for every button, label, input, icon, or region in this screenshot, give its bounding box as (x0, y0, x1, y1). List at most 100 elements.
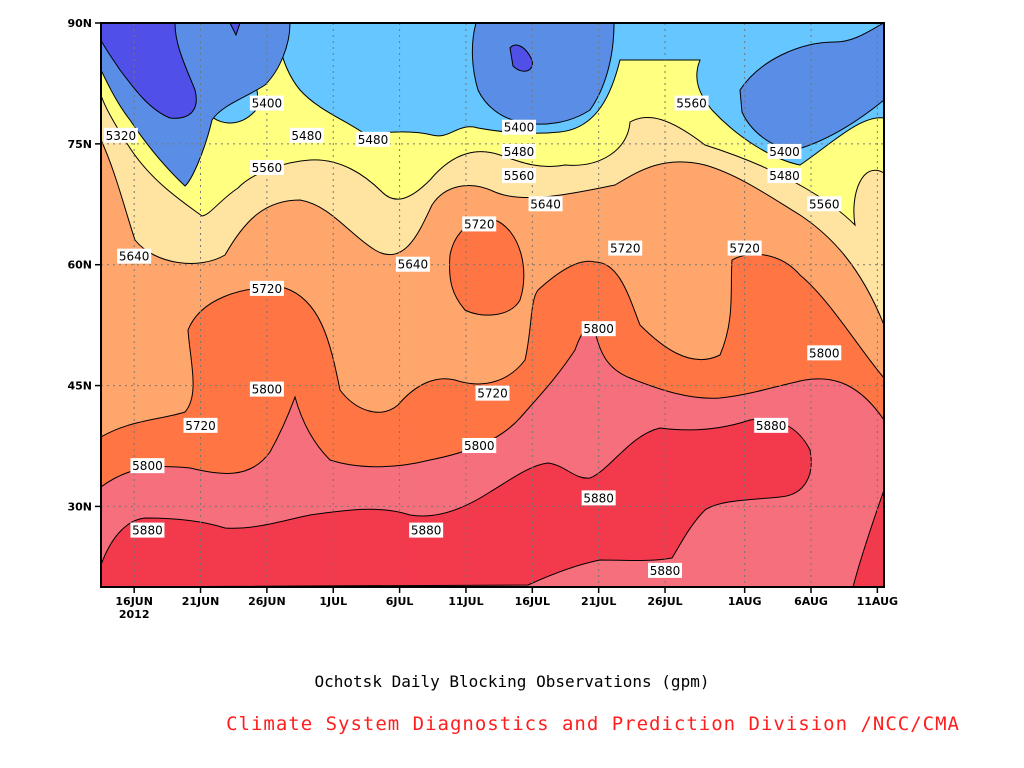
contour-label-box (395, 256, 430, 272)
contour-label-text: 5400 (504, 121, 535, 135)
contour-label: 5720 (183, 417, 218, 433)
contour-label-text: 5480 (291, 129, 322, 143)
contour-label-text: 5800 (809, 346, 840, 360)
x-tick-label: 16JUL (515, 595, 550, 608)
contour-label-text: 5720 (464, 217, 495, 231)
contour-label: 5880 (648, 562, 683, 578)
contour-label: 5720 (462, 216, 497, 232)
contour-label-box (289, 127, 324, 143)
contour-label-box (249, 381, 284, 397)
x-tick-label: 21JUL (581, 595, 616, 608)
contour-label: 5320 (103, 127, 138, 143)
contour-label-text: 5720 (477, 387, 508, 401)
x-tick-label: 16JUN (115, 595, 153, 608)
contour-label: 5800 (130, 458, 165, 474)
contour-label: 5400 (767, 143, 802, 159)
x-tick-label: 26JUN (248, 595, 286, 608)
contour-label-box (356, 131, 391, 147)
contour-label: 5720 (249, 280, 284, 296)
contour-label: 5560 (502, 168, 537, 184)
x-tick-label: 26JUL (647, 595, 682, 608)
contour-label-box (754, 417, 789, 433)
contour-label: 5880 (754, 417, 789, 433)
contour-label-text: 5320 (106, 129, 137, 143)
contour-label-box (767, 168, 802, 184)
contour-label-text: 5880 (756, 419, 787, 433)
contour-label-text: 5800 (132, 459, 163, 473)
contour-label: 5880 (130, 522, 165, 538)
contour-label-box (130, 522, 165, 538)
contour-label: 5640 (117, 248, 152, 264)
contour-label: 5400 (502, 119, 537, 135)
contour-label-text: 5480 (358, 133, 389, 147)
contour-label: 5560 (249, 160, 284, 176)
plot-frame (100, 22, 885, 588)
contour-label: 5560 (674, 95, 709, 111)
contour-label-box (528, 196, 563, 212)
contour-label-box (117, 248, 152, 264)
contour-label-text: 5640 (398, 258, 429, 272)
contour-label-box (249, 280, 284, 296)
x-tick-label: 1JUL (319, 595, 347, 608)
contour-label: 5400 (249, 95, 284, 111)
contour-label-text: 5480 (504, 145, 535, 159)
contour-label-box (767, 143, 802, 159)
contour-label: 5800 (462, 438, 497, 453)
contour-label-text: 5560 (504, 169, 535, 183)
contour-label-box (807, 196, 842, 212)
contour-label: 5480 (502, 143, 537, 159)
y-tick-label: 60N (67, 259, 92, 272)
contour-label-text: 5880 (650, 564, 681, 578)
contour-label-box (648, 562, 683, 578)
y-tick-label: 30N (67, 500, 92, 513)
contour-label-box (249, 160, 284, 176)
contour-label-text: 5880 (132, 524, 163, 538)
x-tick-label: 1AUG (728, 595, 762, 608)
contour-label-text: 5640 (119, 250, 150, 264)
contour-label: 5720 (608, 240, 643, 256)
contour-label-box (249, 95, 284, 111)
contour-label-box (608, 240, 643, 256)
contour-label-box (727, 240, 762, 256)
y-tick-label: 90N (67, 17, 92, 30)
contour-label: 5560 (807, 196, 842, 212)
chart-title: Ochotsk Daily Blocking Observations (gpm… (314, 672, 710, 691)
contour-label: 5800 (249, 381, 284, 397)
contour-label-text: 5880 (583, 491, 614, 505)
x-tick-label: 6JUL (386, 595, 414, 608)
contour-label-box (462, 438, 497, 453)
contour-label-box (674, 95, 709, 111)
contour-label-text: 5720 (610, 242, 641, 256)
contour-label: 5640 (528, 196, 563, 212)
contour-label-text: 5560 (676, 97, 707, 111)
contour-label-box (130, 458, 165, 474)
contour-label-box (409, 522, 444, 538)
contour-label-box (103, 127, 138, 143)
contour-label: 5720 (727, 240, 762, 256)
contour-label-text: 5400 (769, 145, 800, 159)
x-tick-label: 11AUG (857, 595, 898, 608)
contour-label-box (475, 385, 510, 401)
contour-label-text: 5400 (252, 97, 283, 111)
contour-label-text: 5800 (252, 383, 283, 397)
contour-label-box (462, 216, 497, 232)
x-tick-label: 21JUN (182, 595, 220, 608)
contour-label: 5480 (356, 131, 391, 147)
contour-label-text: 5640 (530, 197, 561, 211)
contour-label-text: 5720 (729, 242, 760, 256)
contour-label: 5480 (767, 168, 802, 184)
contour-label-box (502, 168, 537, 184)
credit-text: Climate System Diagnostics and Predictio… (226, 713, 960, 735)
contour-label-text: 5800 (464, 439, 495, 453)
contour-label: 5800 (581, 321, 616, 337)
contour-label-text: 5880 (411, 524, 442, 538)
contour-label-box (581, 321, 616, 337)
contour-label-box (183, 417, 218, 433)
contour-label: 5720 (475, 385, 510, 401)
contour-label: 5880 (581, 490, 616, 506)
contour-label-text: 5720 (252, 282, 283, 296)
x-tick-label: 11JUL (448, 595, 483, 608)
contour-label-text: 5800 (583, 322, 614, 336)
contour-label-text: 5480 (769, 169, 800, 183)
contour-label-box (502, 119, 537, 135)
